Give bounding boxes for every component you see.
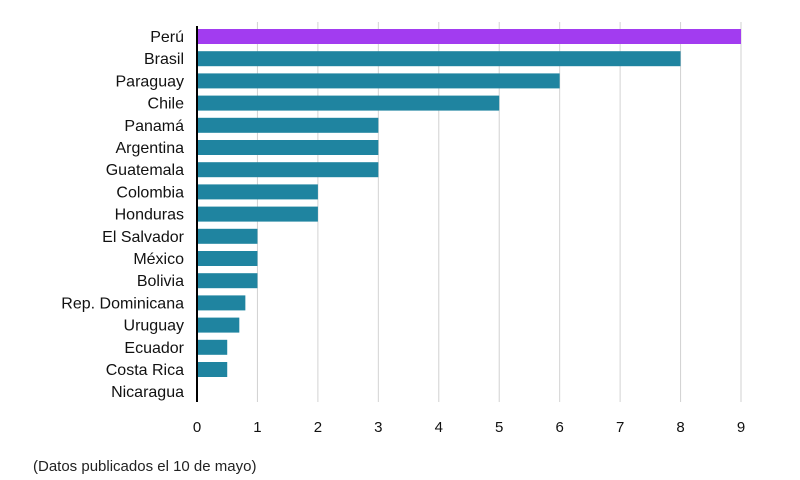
category-labels: Perú Brasil Paraguay Chile Panamá Argentina Gu…	[61, 29, 184, 401]
bars	[197, 29, 741, 377]
x-tick-label: 4	[435, 419, 443, 436]
bar	[197, 117, 379, 133]
category-label: Guatemala	[106, 162, 184, 179]
x-tick-label: 2	[314, 419, 322, 436]
x-tick-label: 5	[495, 419, 503, 436]
x-tick-label: 6	[555, 419, 563, 436]
category-label: Paraguay	[116, 73, 185, 90]
bar	[197, 95, 500, 111]
category-label: Costa Rica	[106, 362, 184, 379]
x-tick-label: 0	[193, 419, 201, 436]
bar	[197, 295, 246, 311]
bar	[197, 339, 228, 355]
category-label: Perú	[150, 29, 184, 46]
bar	[197, 273, 258, 289]
category-label: Brasil	[144, 51, 184, 68]
x-tick-label: 3	[374, 419, 382, 436]
bar	[197, 140, 379, 155]
bar	[197, 29, 741, 44]
category-label: Panamá	[124, 118, 184, 135]
category-label: Nicaragua	[111, 384, 184, 401]
x-tick-label: 7	[616, 419, 624, 436]
category-label: Chile	[148, 96, 185, 113]
bar	[197, 228, 258, 244]
bar	[197, 206, 318, 222]
bar	[197, 362, 228, 377]
category-label: Ecuador	[124, 340, 184, 357]
bar	[197, 51, 681, 67]
category-label: Honduras	[115, 207, 184, 224]
x-tick-labels: 0 1 2 3 4 5 6 7 8 9	[193, 419, 745, 436]
category-label: México	[133, 251, 184, 268]
bar	[197, 184, 318, 200]
category-label: Colombia	[116, 184, 184, 201]
category-label: Rep. Dominicana	[61, 295, 184, 312]
x-tick-label: 9	[737, 419, 745, 436]
category-label: El Salvador	[102, 229, 184, 246]
bar	[197, 162, 379, 178]
category-label: Uruguay	[124, 318, 184, 335]
footnote: (Datos publicados el 10 de mayo)	[33, 458, 257, 475]
bar	[197, 317, 240, 333]
category-label: Argentina	[116, 140, 185, 157]
x-tick-label: 8	[676, 419, 684, 436]
bar	[197, 251, 258, 266]
bar	[197, 73, 560, 89]
category-label: Bolivia	[137, 273, 184, 290]
x-tick-label: 1	[253, 419, 261, 436]
